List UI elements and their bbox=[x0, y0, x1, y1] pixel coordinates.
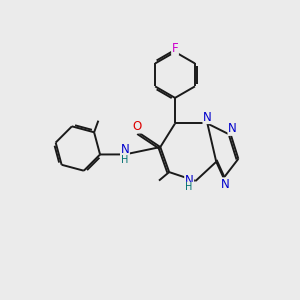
Text: N: N bbox=[185, 174, 194, 188]
Text: N: N bbox=[228, 122, 237, 135]
Text: N: N bbox=[203, 110, 212, 124]
Text: O: O bbox=[132, 120, 141, 133]
Text: H: H bbox=[185, 182, 193, 192]
Text: N: N bbox=[221, 178, 230, 191]
Text: N: N bbox=[121, 142, 129, 156]
Text: F: F bbox=[172, 42, 178, 55]
Text: H: H bbox=[121, 155, 129, 165]
